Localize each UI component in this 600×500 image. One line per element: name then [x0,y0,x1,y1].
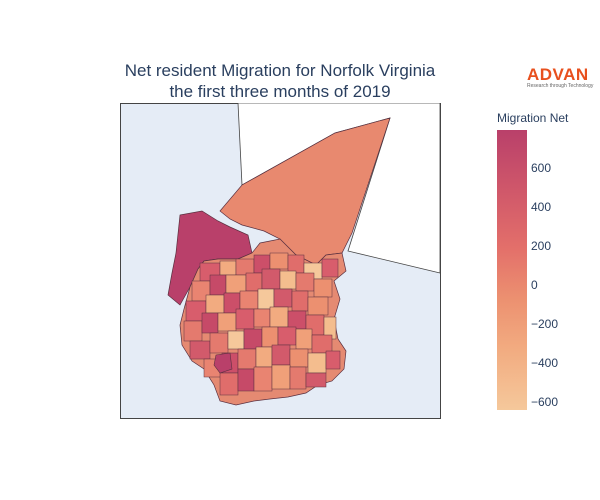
logo-tagline: Research through Technology [527,83,594,89]
colorbar-tick-label: −200 [531,317,559,331]
choropleth-map[interactable] [120,103,441,419]
logo-wordmark: ADVAN [527,65,589,84]
colorbar-tick-label: 400 [531,200,552,214]
chart-title: Net resident Migration for Norfolk Virgi… [80,60,480,102]
map-tract-southwest[interactable] [213,352,233,374]
colorbar-tick-label: −600 [531,395,559,409]
colorbar [497,130,527,410]
title-line-2: the first three months of 2019 [169,82,391,101]
colorbar-tick-label: 600 [531,161,552,175]
title-line-1: Net resident Migration for Norfolk Virgi… [124,61,436,80]
colorbar-tick-label: 200 [531,239,552,253]
tract-mosaic [183,252,341,396]
advan-logo: ADVAN Research through Technology [527,66,595,89]
colorbar-tick-label: 0 [531,278,538,292]
colorbar-tick-label: −400 [531,356,559,370]
colorbar-title: Migration Net [497,111,569,125]
